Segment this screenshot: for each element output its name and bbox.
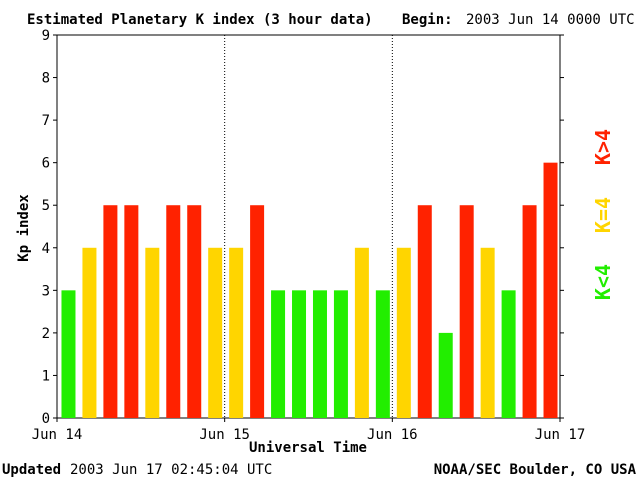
x-tick-label: Jun 16 bbox=[367, 427, 418, 443]
legend-item: K>4 bbox=[591, 129, 615, 165]
x-axis-label: Universal Time bbox=[249, 440, 367, 456]
kp-bar bbox=[438, 332, 453, 418]
kp-bar bbox=[229, 247, 244, 418]
kp-bar bbox=[187, 205, 202, 418]
kp-bar bbox=[354, 247, 369, 418]
kp-bar bbox=[166, 205, 181, 418]
kp-bar bbox=[375, 290, 390, 418]
y-tick-label: 2 bbox=[42, 326, 50, 342]
y-tick-label: 5 bbox=[42, 198, 50, 214]
y-tick-label: 8 bbox=[42, 71, 50, 87]
x-tick-label: Jun 17 bbox=[535, 427, 586, 443]
kp-bar bbox=[145, 247, 160, 418]
kp-bar bbox=[82, 247, 97, 418]
source-credit: NOAA/SEC Boulder, CO USA bbox=[434, 462, 637, 478]
kp-bar bbox=[292, 290, 307, 418]
kp-bar bbox=[312, 290, 327, 418]
x-tick-label: Jun 15 bbox=[199, 427, 250, 443]
x-tick-label: Jun 14 bbox=[32, 427, 83, 443]
kp-bar bbox=[396, 247, 411, 418]
kp-bar bbox=[61, 290, 76, 418]
y-tick-label: 1 bbox=[42, 368, 50, 384]
header: Estimated Planetary K index (3 hour data… bbox=[27, 12, 635, 28]
y-tick-label: 4 bbox=[42, 241, 50, 257]
kp-bar bbox=[250, 205, 265, 418]
begin-value: 2003 Jun 14 0000 UTC bbox=[466, 12, 635, 28]
kp-bar bbox=[103, 205, 118, 418]
y-axis-label: Kp index bbox=[16, 194, 32, 262]
updated-label: Updated bbox=[2, 462, 61, 478]
kp-bar bbox=[208, 247, 223, 418]
legend-item: K<4 bbox=[591, 264, 615, 300]
y-tick-label: 9 bbox=[42, 28, 50, 44]
y-tick-label: 0 bbox=[42, 411, 50, 427]
plot-frame bbox=[56, 34, 561, 419]
plot-area: 0 1 2 3 4 5 6 7 8 9 Jun 14 Jun 15 Jun 16 Jun 17 bbox=[32, 28, 586, 443]
kp-bar bbox=[459, 205, 474, 418]
updated-value: 2003 Jun 17 02:45:04 UTC bbox=[70, 462, 272, 478]
kp-bar bbox=[333, 290, 348, 418]
begin-label: Begin: bbox=[402, 12, 453, 28]
kp-bar bbox=[543, 162, 558, 418]
y-tick-label: 3 bbox=[42, 283, 50, 299]
kp-bar bbox=[522, 205, 537, 418]
kp-bar bbox=[480, 247, 495, 418]
y-tick-label: 7 bbox=[42, 113, 50, 129]
y-tick-label: 6 bbox=[42, 156, 50, 172]
kp-bar bbox=[124, 205, 139, 418]
footer: Updated 2003 Jun 17 02:45:04 UTC NOAA/SE… bbox=[2, 462, 637, 478]
kp-bar bbox=[417, 205, 432, 418]
kp-bar bbox=[501, 290, 516, 418]
legend: K<4 K=4 K>4 bbox=[591, 129, 615, 300]
chart-title: Estimated Planetary K index (3 hour data… bbox=[27, 12, 373, 28]
kp-bar bbox=[271, 290, 286, 418]
legend-item: K=4 bbox=[591, 197, 615, 233]
